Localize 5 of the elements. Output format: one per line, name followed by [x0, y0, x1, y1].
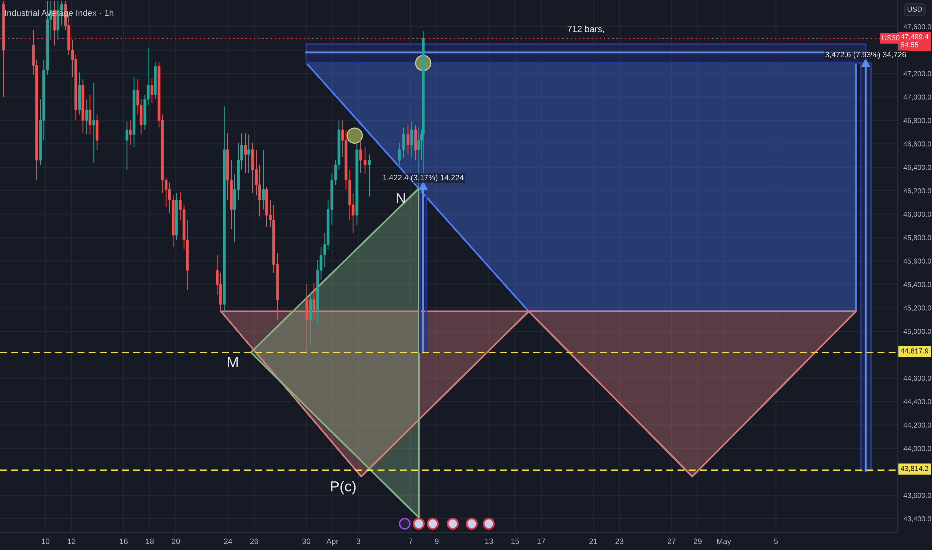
point — [346, 128, 364, 144]
annotation: N — [396, 193, 406, 204]
annotation: M — [228, 357, 238, 368]
annotation: 712 bars, — [568, 26, 604, 34]
annotation: P(c) — [331, 481, 356, 495]
